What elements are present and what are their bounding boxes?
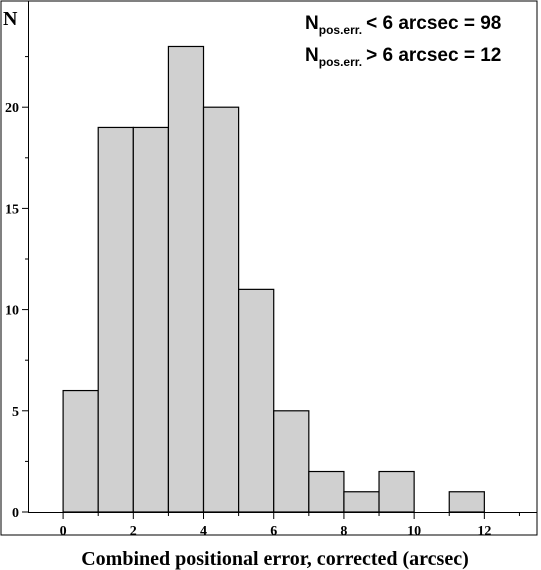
x-ticks-group: 0 2 4 6 8 10 12 <box>60 512 520 539</box>
svg-text:Npos.err.> 6 arcsec = 12: Npos.err. > 6 arcsec = 12 <box>305 45 501 69</box>
annotation-1-sub: pos.err. <box>319 23 362 37</box>
bar-7 <box>308 470 345 513</box>
svg-text:Npos.err.< 6 arcsec = 98: Npos.err. < 6 arcsec = 98 <box>305 13 501 37</box>
annotation-1-n: N <box>305 13 319 34</box>
bar-1 <box>97 126 134 513</box>
bar-6 <box>273 410 310 513</box>
y-tick-label: 10 <box>5 304 19 319</box>
annotation-2: Npos.err. > 6 arcsec = 12 <box>305 45 501 69</box>
bar-11 <box>448 491 485 513</box>
plot-frame <box>0 0 538 536</box>
y-tick-label: 20 <box>5 101 19 116</box>
x-tick-label: 6 <box>270 524 277 539</box>
y-tick-label: 5 <box>12 405 19 420</box>
y-axis-label: N <box>3 8 18 30</box>
bar-2 <box>132 126 170 513</box>
annotation-1: Npos.err. < 6 arcsec = 98 <box>305 13 501 37</box>
bar-8 <box>343 491 380 513</box>
x-tick-label: 0 <box>60 524 67 539</box>
bars-group <box>62 45 485 513</box>
annotation-2-n: N <box>305 45 319 66</box>
x-tick-label: 10 <box>407 524 421 539</box>
bar-9 <box>378 470 415 513</box>
x-tick-label: 12 <box>477 524 491 539</box>
y-ticks-group: 0 5 10 15 20 <box>5 56 28 521</box>
x-tick-label: 8 <box>340 524 347 539</box>
y-tick-label: 0 <box>12 506 19 521</box>
x-tick-label: 4 <box>200 524 207 539</box>
y-tick-label: 15 <box>5 202 19 217</box>
annotation-2-sub: pos.err. <box>319 55 362 69</box>
bar-3 <box>167 45 205 513</box>
bar-0 <box>62 389 99 513</box>
bar-5 <box>238 288 275 513</box>
annotation-2-rest: > 6 arcsec = 12 <box>366 45 501 66</box>
annotation-1-rest: < 6 arcsec = 98 <box>366 13 501 34</box>
bar-4 <box>202 106 240 513</box>
x-axis-label: Combined positional error, corrected (ar… <box>81 548 469 570</box>
x-tick-label: 2 <box>130 524 137 539</box>
